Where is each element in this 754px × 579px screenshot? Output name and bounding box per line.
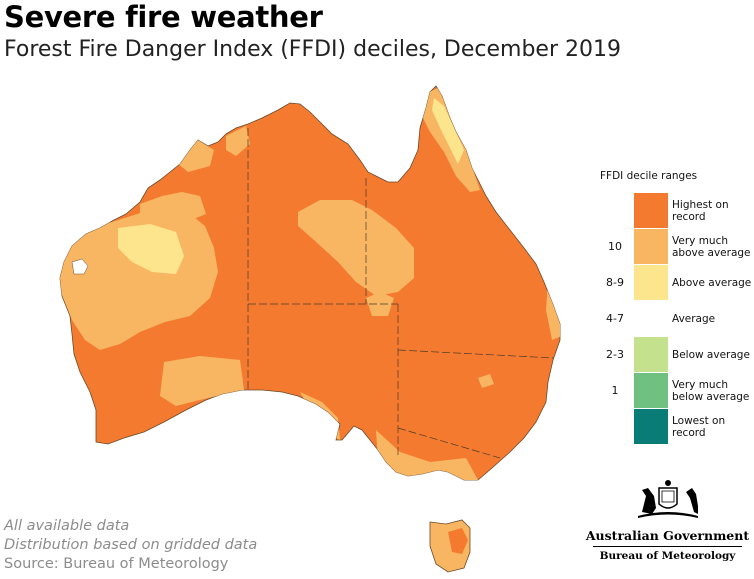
- legend-code: 8-9: [606, 276, 624, 289]
- legend-code: 2-3: [606, 348, 624, 361]
- legend-code: 10: [608, 240, 622, 253]
- coat-of-arms-icon: [637, 480, 698, 518]
- legend-swatch: [634, 301, 668, 336]
- legend-item: 2-3 Below average: [600, 337, 750, 373]
- legend-code: 4-7: [606, 312, 624, 325]
- legend-item: 10 Very much above average: [600, 229, 751, 265]
- note-available-data: All available data: [4, 518, 130, 534]
- legend-title: FFDI decile ranges: [600, 170, 698, 182]
- legend-swatch: [634, 409, 668, 444]
- chart-subtitle: Forest Fire Danger Index (FFDI) deciles,…: [4, 37, 621, 62]
- legend-label: Highest on record: [672, 199, 729, 223]
- legend-label: Very much above average: [672, 235, 751, 259]
- legend-item: 1 Very much below average: [600, 373, 750, 409]
- legend-swatch: [634, 337, 668, 372]
- australia-ffdi-map: [59, 85, 561, 573]
- note-distribution: Distribution based on gridded data: [4, 537, 258, 553]
- legend-swatch: [634, 193, 668, 228]
- logo-divider: [593, 546, 742, 547]
- legend-code: 1: [611, 384, 619, 397]
- legend-swatch: [634, 229, 668, 264]
- legend-swatch: [634, 373, 668, 408]
- legend-item: Highest on record: [600, 193, 750, 229]
- legend-label: Lowest on record: [672, 415, 726, 439]
- legend-item: 8-9 Above average: [600, 265, 752, 301]
- legend-item: 4-7 Average: [600, 301, 750, 337]
- bom-logo: Australian Government Bureau of Meteorol…: [585, 478, 750, 562]
- legend-label: Below average: [672, 349, 750, 361]
- source-note: Source: Bureau of Meteorology: [4, 556, 229, 572]
- legend-swatch: [634, 265, 668, 300]
- footnotes: All available data Distribution based on…: [4, 517, 257, 574]
- logo-government: Australian Government: [585, 528, 750, 543]
- legend-label: Very much below average: [672, 379, 750, 403]
- legend-label: Above average: [672, 277, 752, 289]
- legend-label: Average: [672, 313, 716, 325]
- logo-bureau: Bureau of Meteorology: [599, 550, 736, 562]
- legend-item: Lowest on record: [600, 409, 750, 445]
- chart-title: Severe fire weather: [4, 0, 323, 34]
